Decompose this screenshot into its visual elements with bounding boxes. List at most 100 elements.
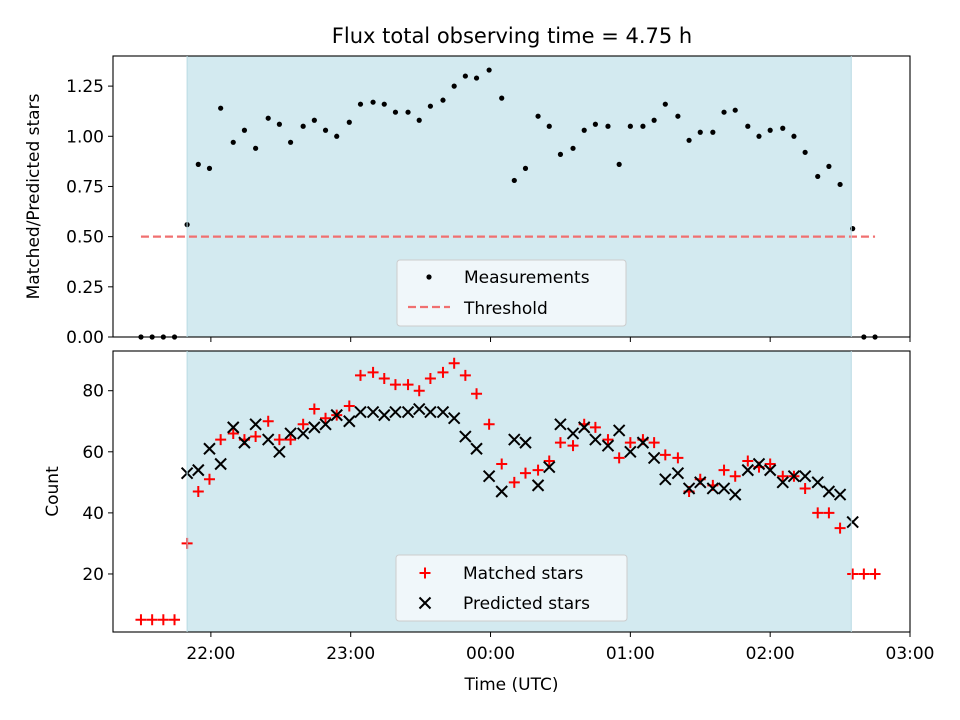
measurement-point bbox=[721, 109, 727, 115]
y-axis-label: Matched/Predicted stars bbox=[24, 93, 44, 299]
measurement-point bbox=[265, 115, 271, 121]
predicted-star-point bbox=[249, 418, 262, 431]
measurement-point bbox=[826, 163, 832, 169]
measurement-point bbox=[651, 117, 657, 123]
legend: Measurements Threshold bbox=[396, 259, 627, 327]
predicted-star-point bbox=[354, 405, 367, 419]
predicted-star-point bbox=[741, 463, 755, 477]
matched-star-point bbox=[742, 455, 754, 467]
predicted-star-point bbox=[366, 405, 380, 419]
predicted-star-point bbox=[636, 436, 650, 449]
predicted-star-point bbox=[578, 421, 591, 434]
measurement-point bbox=[581, 127, 587, 133]
measurement-point bbox=[640, 123, 646, 129]
predicted-star-point bbox=[682, 482, 696, 495]
matched-star-point bbox=[320, 412, 332, 424]
measurement-point bbox=[241, 127, 248, 133]
predicted-star-point bbox=[424, 405, 437, 419]
measurement-point bbox=[322, 127, 329, 133]
measurement-points bbox=[138, 67, 878, 340]
matched-star-point bbox=[624, 437, 636, 449]
y-axis-ticks: 0.00 0.25 0.50 0.75 1.00 1.25 bbox=[66, 77, 911, 348]
y-axis-label: Count bbox=[43, 466, 63, 517]
x-tick-label: 23:00 bbox=[326, 644, 375, 664]
predicted-star-point bbox=[671, 466, 685, 480]
x-tick-label: 01:00 bbox=[606, 644, 655, 664]
plot-frame bbox=[112, 55, 911, 338]
matched-stars-points bbox=[135, 357, 881, 626]
predicted-star-point bbox=[401, 405, 415, 419]
measurement-point bbox=[427, 103, 434, 109]
measurement-point bbox=[767, 127, 773, 133]
predicted-star-point bbox=[214, 457, 227, 471]
predicted-star-point bbox=[508, 433, 521, 446]
x-tick-label: 22:00 bbox=[186, 644, 235, 664]
matched-star-point bbox=[777, 470, 789, 482]
matched-star-point bbox=[532, 464, 544, 476]
y-axis-ticks: 20 40 60 80 bbox=[82, 382, 113, 585]
legend-label-predicted: Predicted stars bbox=[463, 594, 590, 614]
y-tick-label: 80 bbox=[82, 382, 104, 402]
measurement-point bbox=[195, 161, 201, 167]
matched-star-point bbox=[659, 449, 671, 461]
measurement-point bbox=[837, 181, 843, 188]
y-tick-label: 0.75 bbox=[66, 177, 104, 197]
matched-star-point bbox=[448, 357, 460, 369]
measurement-point bbox=[605, 123, 611, 129]
matched-star-point bbox=[847, 568, 859, 580]
predicted-star-point bbox=[495, 485, 508, 498]
predicted-star-point bbox=[330, 408, 343, 422]
measurement-point bbox=[522, 165, 529, 171]
measurement-point bbox=[230, 139, 236, 145]
legend-x-marker bbox=[418, 596, 432, 610]
matched-star-point bbox=[135, 614, 147, 626]
predicted-star-point bbox=[531, 479, 545, 492]
predicted-stars-points bbox=[180, 402, 859, 529]
matched-star-point bbox=[367, 366, 379, 378]
y-tick-label: 20 bbox=[82, 565, 104, 585]
measurement-point bbox=[473, 75, 480, 81]
matched-star-point bbox=[543, 455, 555, 467]
matched-star-point bbox=[227, 427, 239, 439]
matched-star-point bbox=[799, 482, 811, 494]
matched-star-point bbox=[354, 369, 366, 381]
measurement-point bbox=[346, 119, 352, 125]
predicted-star-point bbox=[378, 408, 391, 422]
measurement-point bbox=[499, 95, 505, 101]
y-tick-label: 40 bbox=[82, 504, 104, 524]
predicted-star-point bbox=[470, 442, 483, 455]
measurement-point bbox=[570, 145, 576, 151]
measurement-point bbox=[616, 161, 622, 167]
matched-star-point bbox=[567, 440, 579, 452]
y-tick-label: 1.00 bbox=[66, 127, 104, 147]
measurement-point bbox=[287, 139, 294, 145]
y-tick-label: 1.25 bbox=[66, 77, 104, 97]
matched-star-point bbox=[483, 418, 495, 430]
chart-title: Flux total observing time = 4.75 h bbox=[332, 24, 692, 48]
predicted-star-point bbox=[413, 402, 426, 416]
matched-star-point bbox=[471, 388, 483, 400]
predicted-star-point bbox=[763, 463, 777, 477]
predicted-star-point bbox=[284, 427, 297, 440]
predicted-star-point bbox=[798, 470, 812, 483]
measurement-point bbox=[697, 129, 703, 135]
measurement-point bbox=[732, 107, 738, 113]
legend-marker-matched bbox=[419, 567, 431, 579]
matched-star-point bbox=[858, 568, 870, 580]
measurement-point bbox=[686, 137, 692, 143]
measurement-point bbox=[405, 109, 411, 115]
measurement-point bbox=[710, 129, 716, 135]
x-tick-label: 00:00 bbox=[466, 644, 515, 664]
legend-marker-measurements bbox=[426, 274, 432, 280]
matched-star-point bbox=[157, 614, 169, 626]
matched-star-point bbox=[459, 369, 471, 381]
predicted-star-point bbox=[519, 436, 532, 449]
matched-star-point bbox=[812, 507, 824, 519]
matched-star-point bbox=[378, 372, 390, 384]
matched-star-point bbox=[297, 418, 309, 430]
matched-star-point bbox=[215, 434, 227, 446]
matched-star-point bbox=[672, 452, 684, 464]
predicted-star-point bbox=[729, 488, 742, 501]
measurement-point bbox=[675, 113, 681, 119]
